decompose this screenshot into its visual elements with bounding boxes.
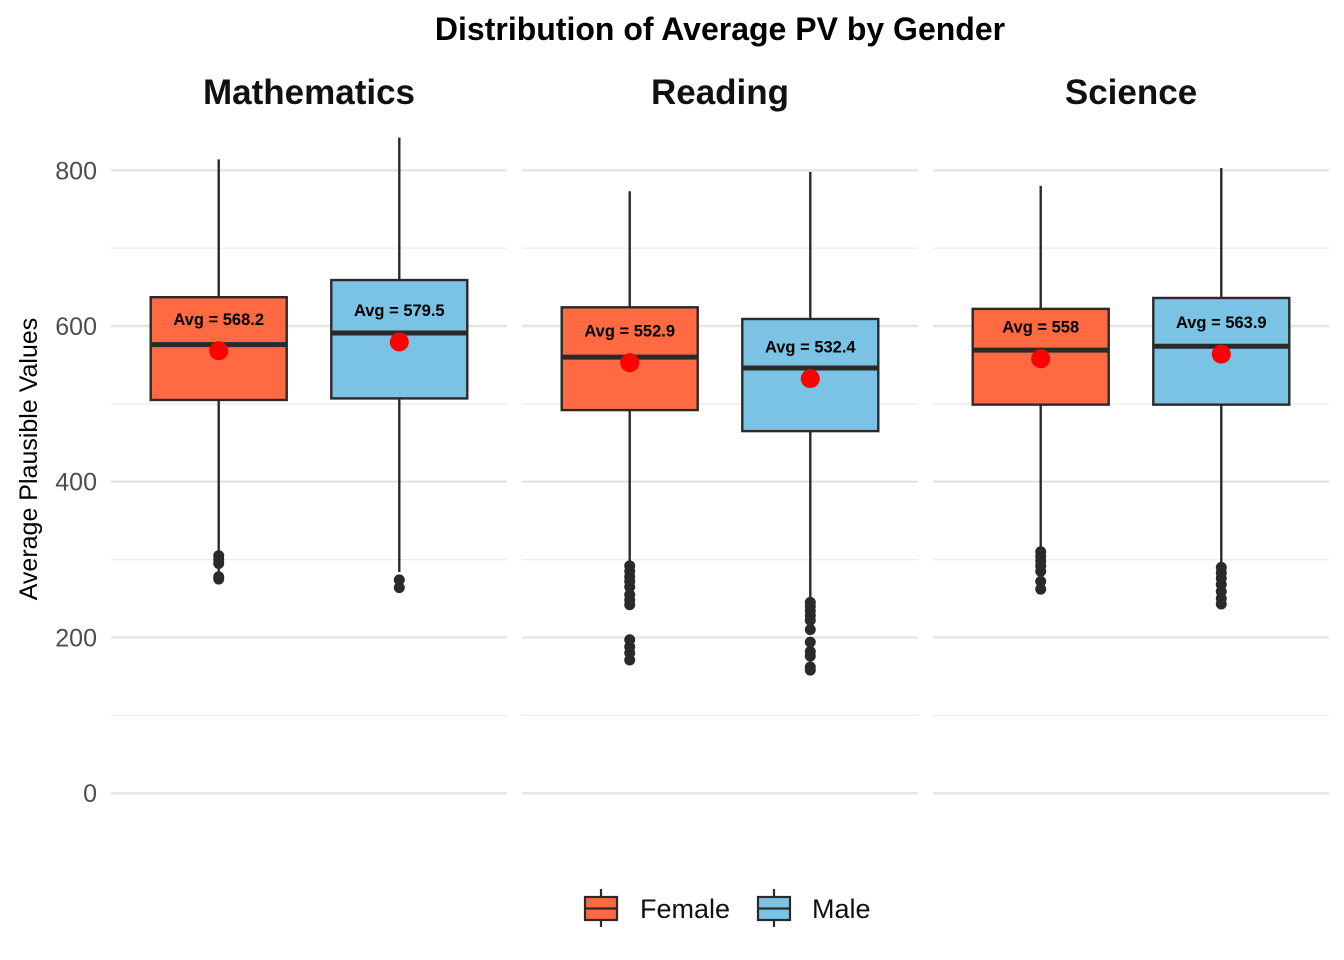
outlier-point bbox=[393, 582, 405, 594]
outlier-point bbox=[213, 573, 225, 585]
outlier-point bbox=[213, 557, 225, 569]
outlier-point bbox=[1035, 575, 1047, 587]
facets: Mathematics Avg = 568.2 Avg = 579.5 Reading… bbox=[149, 73, 1291, 676]
box-female: Avg = 552.9 bbox=[560, 191, 699, 666]
chart-title: Distribution of Average PV by Gender bbox=[435, 11, 1005, 47]
avg-label: Avg = 568.2 bbox=[173, 311, 264, 329]
y-tick-label: 800 bbox=[55, 157, 97, 185]
y-tick-label: 0 bbox=[83, 780, 97, 808]
facet-panel: Mathematics Avg = 568.2 Avg = 579.5 bbox=[149, 73, 469, 594]
mean-point bbox=[620, 353, 640, 373]
avg-label: Avg = 532.4 bbox=[765, 339, 856, 357]
outlier-point bbox=[804, 650, 816, 662]
outlier-point bbox=[804, 624, 816, 636]
box-female: Avg = 568.2 bbox=[149, 159, 288, 585]
outlier-point bbox=[804, 614, 816, 626]
box-male: Avg = 532.4 bbox=[741, 171, 880, 676]
legend-item-female: Female bbox=[583, 889, 730, 927]
facet-title: Science bbox=[1065, 73, 1197, 112]
outlier-point bbox=[624, 581, 636, 593]
facet-panel: Reading Avg = 552.9 Avg = 532.4 bbox=[560, 73, 880, 676]
y-axis-title: Average Plausible Values bbox=[15, 318, 43, 601]
y-tick-label: 400 bbox=[55, 469, 97, 497]
legend-item-male: Male bbox=[756, 889, 871, 927]
y-tick-label: 200 bbox=[55, 624, 97, 652]
legend-label: Female bbox=[640, 894, 730, 924]
mean-point bbox=[389, 332, 409, 352]
avg-label: Avg = 558 bbox=[1002, 319, 1079, 337]
box-male: Avg = 579.5 bbox=[330, 137, 469, 594]
mean-point bbox=[1031, 349, 1051, 369]
facet-title: Mathematics bbox=[203, 73, 415, 112]
avg-label: Avg = 579.5 bbox=[354, 302, 445, 320]
y-axis-ticks: 0 200 400 600 800 bbox=[55, 157, 97, 808]
mean-point bbox=[209, 341, 229, 361]
outlier-point bbox=[1215, 598, 1227, 610]
outlier-point bbox=[804, 664, 816, 676]
mean-point bbox=[1211, 344, 1231, 364]
outlier-point bbox=[393, 574, 405, 586]
outlier-point bbox=[624, 654, 636, 666]
mean-point bbox=[800, 369, 820, 389]
grid bbox=[111, 169, 1329, 795]
legend: Female Male bbox=[583, 889, 871, 927]
legend-label: Male bbox=[812, 894, 871, 924]
y-tick-label: 600 bbox=[55, 313, 97, 341]
facet-panel: Science Avg = 558 Avg = 563.9 bbox=[971, 73, 1291, 610]
outlier-point bbox=[804, 636, 816, 648]
outlier-point bbox=[1035, 565, 1047, 577]
outlier-point bbox=[624, 599, 636, 611]
outlier-point bbox=[1035, 583, 1047, 595]
avg-label: Avg = 563.9 bbox=[1176, 314, 1267, 332]
avg-label: Avg = 552.9 bbox=[584, 323, 675, 341]
facet-title: Reading bbox=[651, 73, 789, 112]
box-male: Avg = 563.9 bbox=[1152, 167, 1291, 610]
box-female: Avg = 558 bbox=[971, 185, 1110, 595]
